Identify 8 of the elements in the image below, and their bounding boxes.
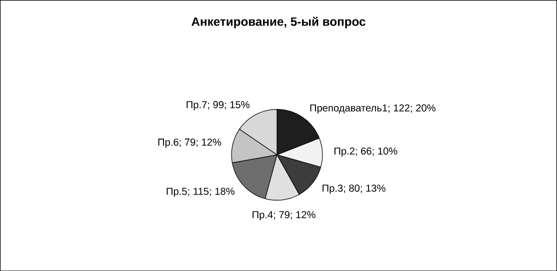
slice-label: Пр.3; 80; 13% — [322, 184, 386, 194]
slice-label: Пр.7; 99; 15% — [186, 101, 250, 110]
slice-label: Пр.4; 79; 12% — [252, 211, 316, 220]
slice-label: Преподаватель1; 122; 20% — [310, 104, 436, 114]
slice-label: Пр.2; 66; 10% — [334, 147, 398, 157]
slice-label: Пр.6; 79; 12% — [158, 138, 222, 148]
slice-label: Пр.5; 115; 18% — [166, 188, 234, 197]
chart-title: Анкетирование, 5-ый вопрос — [192, 16, 366, 28]
